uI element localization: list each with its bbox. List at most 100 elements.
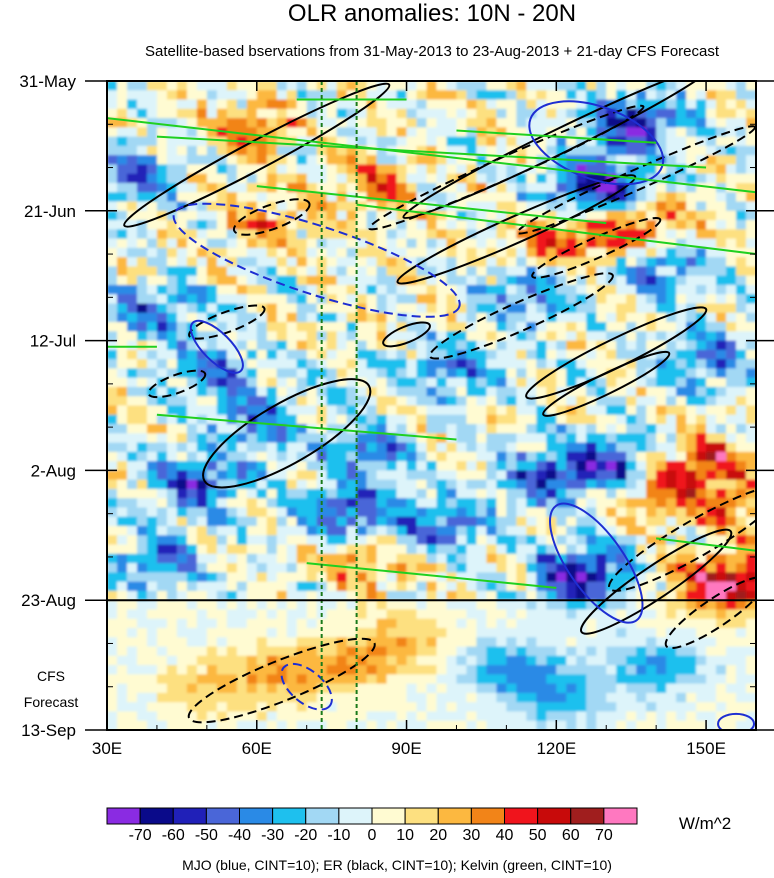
anomaly-cell	[396, 210, 408, 221]
anomaly-cell	[406, 220, 418, 230]
anomaly-cell	[406, 507, 418, 518]
anomaly-cell	[176, 563, 188, 573]
anomaly-cell	[166, 118, 178, 128]
anomaly-cell	[716, 340, 727, 351]
anomaly-cell	[266, 516, 278, 527]
anomaly-cell	[336, 544, 348, 555]
anomaly-cell	[506, 655, 517, 666]
anomaly-cell	[506, 646, 517, 657]
anomaly-cell	[356, 470, 368, 481]
anomaly-cell	[496, 192, 507, 203]
anomaly-cell	[366, 145, 378, 156]
anomaly-cell	[566, 81, 577, 91]
anomaly-cell	[116, 229, 128, 240]
anomaly-cell	[186, 553, 198, 564]
anomaly-cell	[686, 507, 697, 518]
anomaly-cell	[126, 702, 138, 713]
anomaly-cell	[256, 442, 268, 453]
anomaly-cell	[606, 581, 617, 592]
anomaly-cell	[536, 229, 547, 240]
anomaly-cell	[116, 238, 128, 249]
anomaly-cell	[566, 173, 577, 184]
anomaly-cell	[136, 655, 148, 666]
anomaly-cell	[376, 349, 388, 360]
anomaly-cell	[366, 192, 378, 203]
anomaly-cell	[746, 498, 756, 509]
anomaly-cell	[356, 461, 368, 471]
anomaly-cell	[466, 600, 478, 611]
anomaly-cell	[676, 182, 687, 193]
anomaly-cell	[296, 192, 308, 203]
anomaly-cell	[206, 479, 218, 490]
anomaly-cell	[656, 720, 667, 730]
anomaly-cell	[676, 303, 687, 314]
anomaly-cell	[176, 368, 188, 379]
anomaly-cell	[696, 145, 707, 156]
anomaly-cell	[326, 238, 338, 249]
anomaly-cell	[366, 553, 378, 564]
anomaly-cell	[186, 461, 198, 471]
anomaly-cell	[226, 720, 238, 730]
anomaly-cell	[226, 572, 238, 583]
anomaly-cell	[546, 609, 557, 620]
anomaly-cell	[286, 451, 298, 462]
anomaly-cell	[656, 488, 667, 499]
anomaly-cell	[246, 182, 258, 193]
anomaly-cell	[486, 312, 497, 323]
anomaly-cell	[596, 553, 607, 564]
anomaly-cell	[206, 470, 218, 481]
anomaly-cell	[466, 720, 478, 730]
anomaly-cell	[616, 488, 627, 499]
anomaly-cell	[556, 201, 567, 212]
anomaly-cell	[426, 637, 438, 648]
anomaly-cell	[476, 349, 488, 360]
anomaly-cell	[676, 396, 687, 407]
anomaly-cell	[146, 590, 158, 601]
anomaly-cell	[696, 108, 707, 119]
anomaly-cell	[356, 442, 368, 453]
anomaly-cell	[666, 637, 677, 648]
anomaly-cell	[236, 637, 248, 648]
anomaly-cell	[586, 405, 597, 416]
anomaly-cell	[166, 322, 178, 332]
anomaly-cell	[706, 164, 717, 175]
anomaly-cell	[656, 182, 667, 193]
anomaly-cell	[646, 229, 657, 240]
anomaly-cell	[396, 118, 408, 128]
anomaly-cell	[716, 665, 727, 675]
anomaly-cell	[146, 637, 158, 648]
anomaly-cell	[216, 405, 228, 416]
anomaly-cell	[166, 424, 178, 434]
anomaly-cell	[656, 600, 667, 611]
x-tick-label: 150E	[686, 739, 726, 758]
anomaly-cell	[596, 581, 607, 592]
anomaly-cell	[246, 424, 258, 434]
anomaly-cell	[616, 257, 627, 268]
anomaly-cell	[356, 229, 368, 240]
anomaly-cell	[366, 424, 378, 434]
anomaly-cell	[676, 349, 687, 360]
anomaly-cell	[376, 340, 388, 351]
anomaly-cell	[386, 674, 398, 685]
anomaly-cell	[166, 720, 178, 730]
anomaly-cell	[306, 646, 318, 657]
anomaly-cell	[276, 535, 288, 546]
anomaly-cell	[456, 498, 468, 509]
anomaly-cell	[316, 544, 328, 555]
anomaly-cell	[296, 711, 308, 722]
anomaly-cell	[126, 553, 138, 564]
anomaly-cell	[296, 340, 308, 351]
anomaly-cell	[486, 646, 497, 657]
anomaly-cell	[446, 692, 458, 703]
anomaly-cell	[506, 99, 517, 110]
anomaly-cell	[356, 164, 368, 175]
anomaly-cell	[666, 155, 677, 166]
anomaly-cell	[376, 247, 388, 258]
anomaly-cell	[256, 637, 268, 648]
anomaly-cell	[186, 349, 198, 360]
anomaly-cell	[186, 646, 198, 657]
anomaly-cell	[666, 303, 677, 314]
anomaly-cell	[296, 284, 308, 295]
anomaly-cell	[266, 553, 278, 564]
anomaly-cell	[526, 628, 537, 638]
